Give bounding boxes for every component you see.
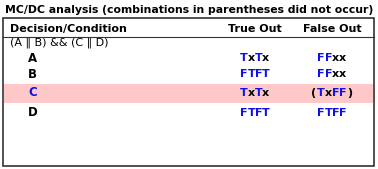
Text: Decision/Condition: Decision/Condition bbox=[10, 24, 127, 34]
Text: F: F bbox=[318, 53, 325, 63]
Text: F: F bbox=[318, 108, 325, 118]
Text: T: T bbox=[262, 69, 270, 79]
Text: (A ‖ B) && (C ‖ D): (A ‖ B) && (C ‖ D) bbox=[10, 38, 108, 48]
Text: F: F bbox=[332, 88, 339, 98]
Text: F: F bbox=[255, 108, 262, 118]
Text: x: x bbox=[262, 88, 270, 98]
Text: MC/DC analysis (combinations in parentheses did not occur): MC/DC analysis (combinations in parenthe… bbox=[5, 5, 373, 15]
Text: x: x bbox=[332, 69, 339, 79]
Text: F: F bbox=[240, 69, 248, 79]
Text: B: B bbox=[28, 67, 37, 80]
Text: x: x bbox=[339, 69, 346, 79]
Text: F: F bbox=[240, 108, 248, 118]
Text: x: x bbox=[332, 53, 339, 63]
Text: x: x bbox=[262, 53, 270, 63]
Text: F: F bbox=[318, 69, 325, 79]
Text: x: x bbox=[325, 88, 332, 98]
Text: F: F bbox=[339, 88, 347, 98]
Text: T: T bbox=[262, 108, 270, 118]
Text: x: x bbox=[248, 53, 255, 63]
FancyBboxPatch shape bbox=[4, 84, 373, 103]
Text: D: D bbox=[28, 106, 38, 119]
Text: F: F bbox=[325, 69, 332, 79]
Text: (: ( bbox=[311, 88, 316, 98]
Text: T: T bbox=[248, 108, 255, 118]
Text: T: T bbox=[325, 108, 332, 118]
Text: T: T bbox=[240, 53, 248, 63]
Text: A: A bbox=[28, 52, 37, 65]
Text: F: F bbox=[332, 108, 339, 118]
Text: T: T bbox=[248, 69, 255, 79]
Text: True Out: True Out bbox=[228, 24, 282, 34]
FancyBboxPatch shape bbox=[3, 18, 374, 166]
Text: F: F bbox=[255, 69, 262, 79]
Text: ): ) bbox=[347, 88, 353, 98]
Text: T: T bbox=[255, 88, 262, 98]
Text: F: F bbox=[339, 108, 347, 118]
Text: False Out: False Out bbox=[303, 24, 361, 34]
Text: F: F bbox=[325, 53, 332, 63]
Text: x: x bbox=[339, 53, 346, 63]
Text: T: T bbox=[240, 88, 248, 98]
Text: T: T bbox=[317, 88, 325, 98]
Text: T: T bbox=[255, 53, 262, 63]
Text: C: C bbox=[28, 87, 37, 100]
Text: x: x bbox=[248, 88, 255, 98]
